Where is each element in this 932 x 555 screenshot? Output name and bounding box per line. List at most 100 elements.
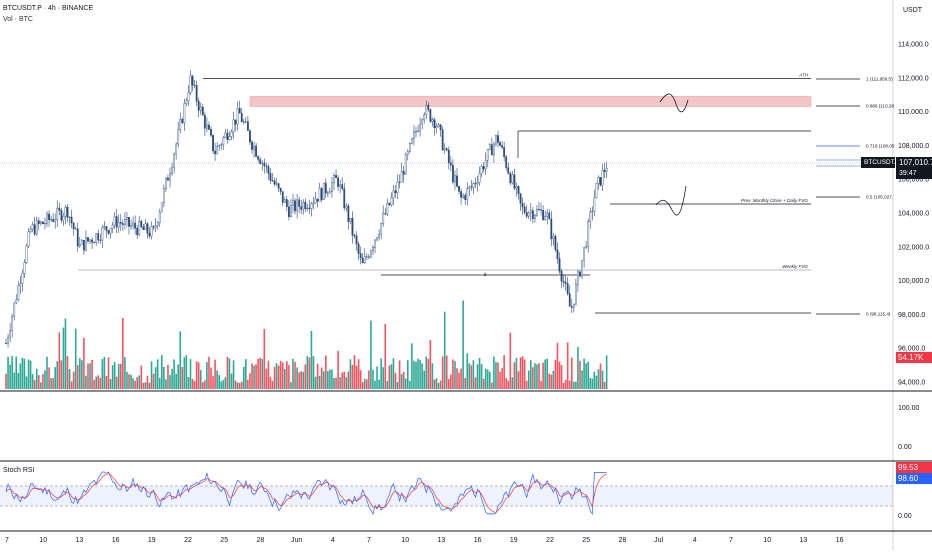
volume-bar <box>585 363 587 389</box>
volume-bar <box>566 342 569 389</box>
volume-bar <box>228 358 231 389</box>
volume-bar <box>62 327 65 389</box>
volume-bar <box>21 357 24 389</box>
volume-bar <box>591 378 594 389</box>
candle-body <box>556 249 559 259</box>
volume-bar <box>93 379 95 389</box>
volume-bar <box>138 375 141 389</box>
volume-bar <box>355 365 358 389</box>
candle-body <box>468 186 471 189</box>
candle-body <box>21 273 24 285</box>
volume-bar <box>294 361 296 389</box>
volume-bar <box>13 372 15 389</box>
time-tick-label: 22 <box>546 537 554 544</box>
time-tick-label: 7 <box>5 537 9 544</box>
volume-bar <box>46 356 48 389</box>
price-tag-value: 107,010.7 <box>896 157 932 168</box>
volume-bar <box>493 356 495 389</box>
candle-body <box>499 142 501 146</box>
volume-bar <box>400 374 403 389</box>
volume-line[interactable]: Vol · BTC <box>3 16 33 23</box>
volume-bar <box>214 359 216 389</box>
candle-body <box>534 215 536 219</box>
volume-bar <box>142 382 145 389</box>
volume-bar <box>530 360 532 389</box>
volume-bar <box>126 371 128 389</box>
candle-body <box>72 222 75 230</box>
symbol-line[interactable]: BTCUSDT.P · 4h · BINANCE <box>3 5 94 12</box>
candle-body <box>331 182 333 192</box>
candle-body <box>480 166 483 174</box>
volume-bar <box>343 371 346 389</box>
candle-body <box>216 146 219 155</box>
volume-bar <box>525 380 528 389</box>
candle-body <box>359 253 362 259</box>
volume-bar <box>35 368 38 389</box>
stoch-d-line <box>5 473 607 513</box>
volume-bar <box>89 363 91 389</box>
price-tick-label: 104,000.0 <box>898 211 929 218</box>
candle-body <box>521 203 524 208</box>
candle-body <box>523 206 526 213</box>
candle-body <box>277 183 280 189</box>
volume-bar <box>372 369 374 389</box>
candle-body <box>398 181 401 183</box>
volume-bar <box>517 371 520 389</box>
candle-body <box>462 195 465 198</box>
candle-body <box>19 283 22 286</box>
fib-label: 0 (98,115.4) <box>866 312 891 317</box>
candle-body <box>474 183 477 185</box>
candle-body <box>300 206 303 210</box>
candle-body <box>544 216 547 220</box>
stoch-label[interactable]: Stoch RSI <box>3 467 35 474</box>
volume-bar <box>128 374 130 389</box>
volume-bar <box>548 373 551 389</box>
fib-label: 0.5 (105,027. <box>866 195 893 200</box>
candle-body <box>220 144 223 146</box>
volume-bar <box>271 380 274 389</box>
candle-body <box>540 209 542 211</box>
candle-body <box>554 235 557 251</box>
candle-body <box>570 306 573 308</box>
candle-body <box>376 237 378 241</box>
volume-bar <box>76 365 79 389</box>
unit-label[interactable]: USDT <box>903 7 923 14</box>
time-tick-label: 10 <box>401 537 409 544</box>
volume-bar <box>19 363 22 389</box>
candle-body <box>378 234 380 238</box>
candle-body <box>529 210 532 214</box>
candle-body <box>173 154 175 168</box>
volume-bar <box>554 359 557 389</box>
candle-body <box>435 125 438 129</box>
candle-body <box>205 124 208 129</box>
volume-bar <box>189 359 192 389</box>
candle-body <box>310 203 313 209</box>
candle-body <box>259 159 262 164</box>
candle-body <box>154 225 157 228</box>
candle-body <box>164 177 167 189</box>
volume-bar <box>341 372 343 389</box>
volume-bar <box>415 361 417 389</box>
candle-body <box>341 184 344 189</box>
candle-body <box>177 129 180 145</box>
candle-body <box>568 293 571 307</box>
volume-bar <box>314 376 317 389</box>
price-tick-label: 106,000.0 <box>898 177 929 184</box>
volume-bar <box>144 382 147 389</box>
volume-bar <box>251 363 253 389</box>
volume-bar <box>376 366 378 389</box>
candle-body <box>249 130 251 143</box>
stoch-tag-d: 98.60 <box>896 473 932 484</box>
candle-body <box>15 299 18 304</box>
volume-bar <box>595 375 598 389</box>
candle-body <box>577 271 579 285</box>
candle-body <box>583 247 586 261</box>
volume-bar <box>464 377 466 389</box>
candle-body <box>464 195 467 200</box>
candle-body <box>136 228 139 236</box>
volume-bar <box>91 359 93 389</box>
candle-body <box>308 207 311 209</box>
candle-body <box>374 239 376 248</box>
candle-body <box>39 221 42 224</box>
volume-bar <box>296 367 298 389</box>
